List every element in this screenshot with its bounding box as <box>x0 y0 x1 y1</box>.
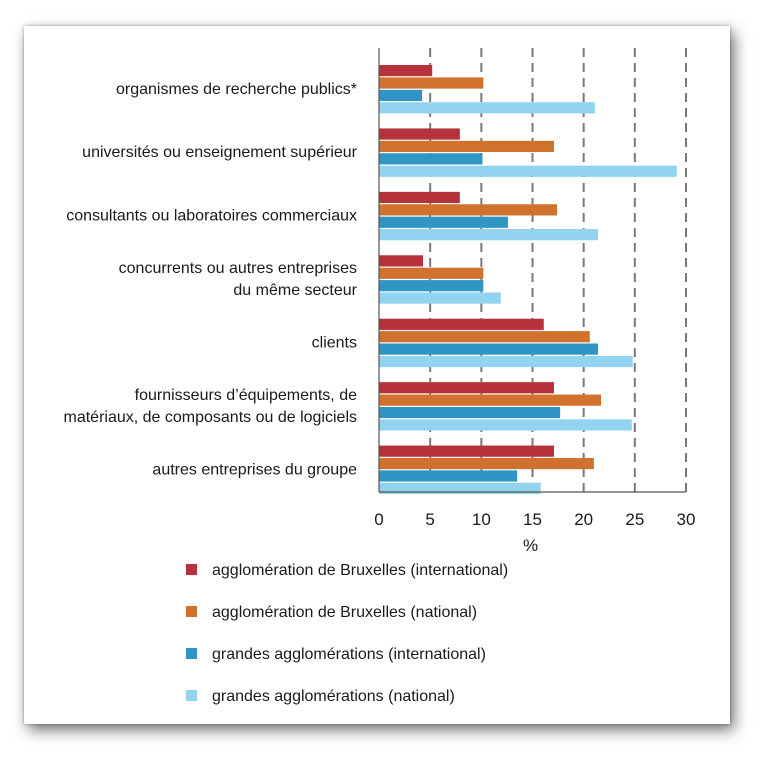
x-tick-label-30: 30 <box>677 510 696 529</box>
bar-s3-c1 <box>379 89 422 101</box>
legend-swatch-4 <box>186 690 197 701</box>
category-label-4-line-1: concurrents ou autres entreprises <box>119 260 357 277</box>
bar-s4-c1 <box>379 102 595 114</box>
bar-s3-c2 <box>379 153 483 165</box>
x-tick-labels: 0 5 10 15 20 25 30 <box>374 510 695 529</box>
legend-label-4: grandes agglomérations (national) <box>212 688 455 705</box>
bar-s1-c6 <box>379 382 554 394</box>
bar-chart: organismes de recherche publics* universi… <box>64 48 695 705</box>
bar-s1-c2 <box>379 128 460 140</box>
bar-s4-c7 <box>379 482 541 494</box>
legend-swatch-2 <box>186 606 197 617</box>
bar-s1-c1 <box>379 65 433 77</box>
category-label-7-line-1: autres entreprises du groupe <box>152 461 357 478</box>
bar-s3-c4 <box>379 280 484 292</box>
bar-s2-c1 <box>379 77 484 89</box>
bar-s4-c6 <box>379 419 632 431</box>
legend-swatch-3 <box>186 648 197 659</box>
category-label-3-line-1: consultants ou laboratoires commerciaux <box>66 208 357 225</box>
category-label-6-line-2: matériaux, de composants ou de logiciels <box>64 409 358 426</box>
bar-s2-c3 <box>379 204 558 216</box>
bar-s4-c5 <box>379 355 633 368</box>
legend-swatch-1 <box>186 564 197 575</box>
legend-label-1: agglomération de Bruxelles (internationa… <box>212 562 508 579</box>
bar-s3-c5 <box>379 343 598 355</box>
bars-group <box>379 65 677 494</box>
bar-s1-c3 <box>379 191 460 204</box>
bar-s2-c5 <box>379 331 590 343</box>
bar-s2-c2 <box>379 140 554 153</box>
chart-frame: organismes de recherche publics* universi… <box>24 26 730 724</box>
x-tick-label-25: 25 <box>625 510 644 529</box>
legend-label-2: agglomération de Bruxelles (national) <box>212 604 477 621</box>
bar-s3-c3 <box>379 216 508 228</box>
bar-s1-c7 <box>379 445 554 457</box>
bar-s2-c6 <box>379 394 602 406</box>
legend: agglomération de Bruxelles (internationa… <box>186 562 508 705</box>
bar-s4-c2 <box>379 165 677 177</box>
bar-s2-c4 <box>379 267 484 279</box>
bar-s4-c3 <box>379 229 598 241</box>
category-label-1-line-1: organismes de recherche publics* <box>116 81 357 98</box>
category-label-5-line-1: clients <box>312 335 357 352</box>
x-axis-title: % <box>523 536 538 555</box>
category-labels: organismes de recherche publics* universi… <box>64 81 358 479</box>
bar-s3-c7 <box>379 470 518 482</box>
bar-s1-c5 <box>379 318 544 330</box>
bar-s2-c7 <box>379 457 594 470</box>
x-tick-label-10: 10 <box>472 510 491 529</box>
x-tick-label-0: 0 <box>374 510 383 529</box>
category-label-6-line-1: fournisseurs d’équipements, de <box>135 387 357 404</box>
bar-s3-c6 <box>379 406 561 419</box>
category-label-2-line-1: universités ou enseignement supérieur <box>82 144 358 161</box>
x-tick-label-20: 20 <box>574 510 593 529</box>
legend-label-3: grandes agglomérations (international) <box>212 646 486 663</box>
x-tick-label-5: 5 <box>425 510 434 529</box>
category-label-4-line-2: du même secteur <box>233 282 357 299</box>
x-tick-label-15: 15 <box>523 510 542 529</box>
bar-s1-c4 <box>379 255 424 267</box>
bar-s4-c4 <box>379 292 501 304</box>
